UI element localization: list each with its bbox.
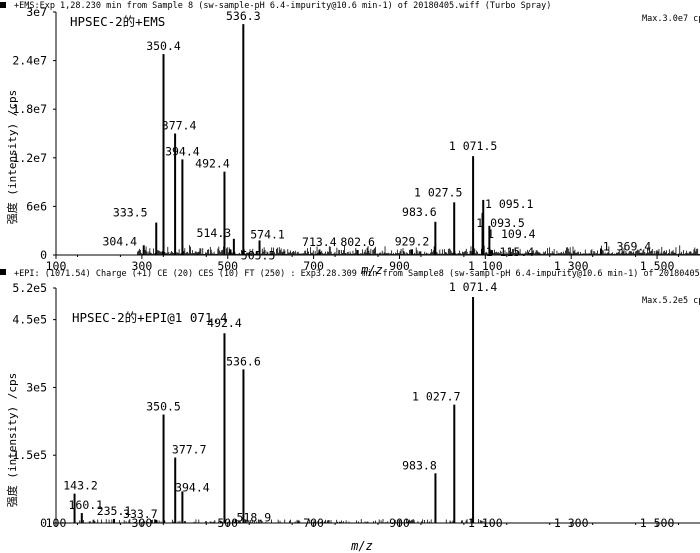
chart-title: HPSEC-2的+EMS bbox=[70, 14, 165, 29]
y-tick-label: 0 bbox=[40, 248, 47, 262]
x-tick-label: 1 300 bbox=[554, 516, 589, 530]
peak-label: 929.2 bbox=[395, 234, 430, 248]
x-axis-label: m/z bbox=[350, 539, 373, 553]
peak-label: 536.3 bbox=[226, 9, 261, 23]
panel-ems: +EMS:Exp 1,28.230 min from Sample 8 (sw-… bbox=[0, 1, 700, 277]
peak-label: 160.1 bbox=[68, 498, 103, 512]
panel-header: +EPI: (1071.54) Charge (+1) CE (20) CES … bbox=[14, 269, 700, 279]
y-tick-label: 1.5e5 bbox=[12, 448, 47, 462]
peak-label: 394.4 bbox=[175, 480, 210, 494]
peak-label: 377.4 bbox=[162, 119, 197, 133]
max-intensity-label: Max.5.2e5 cps bbox=[642, 296, 700, 306]
peak-label: 333.7 bbox=[123, 507, 158, 521]
x-tick-label: 100 bbox=[46, 516, 67, 530]
peak-label: 377.7 bbox=[172, 442, 207, 456]
peak-label: 536.6 bbox=[226, 354, 261, 368]
peak-label: 713.4 bbox=[302, 235, 337, 249]
peak-series bbox=[142, 24, 602, 255]
x-tick-label: 500 bbox=[217, 259, 238, 273]
x-tick-label: 500 bbox=[217, 516, 238, 530]
peak-label: 514.3 bbox=[197, 226, 232, 240]
peak-label: 1 095.1 bbox=[485, 197, 534, 211]
peak-label: 983.8 bbox=[402, 458, 437, 472]
x-tick-label: 1 500 bbox=[640, 516, 675, 530]
peak-label: 350.5 bbox=[146, 400, 181, 414]
peak-label: 1 071.4 bbox=[449, 280, 498, 294]
peak-label: 235.1 bbox=[97, 504, 132, 518]
panel-header: +EMS:Exp 1,28.230 min from Sample 8 (sw-… bbox=[14, 1, 551, 11]
y-tick-label: 2.4e7 bbox=[12, 54, 47, 68]
x-tick-label: 700 bbox=[303, 516, 324, 530]
peak-label: 1 109.4 bbox=[487, 227, 536, 241]
y-axis-label: 强度 (intensity) /cps bbox=[5, 90, 19, 225]
peak-label: 492.4 bbox=[207, 316, 242, 330]
peak-label: 394.4 bbox=[165, 144, 200, 158]
y-tick-label: 3e5 bbox=[26, 380, 47, 394]
y-tick-label: 0 bbox=[40, 516, 47, 530]
x-tick-label: 700 bbox=[303, 259, 324, 273]
peak-series bbox=[73, 297, 475, 523]
x-tick-label: 300 bbox=[131, 516, 152, 530]
y-tick-label: 4.5e5 bbox=[12, 313, 47, 327]
peak-label: 505.5 bbox=[241, 248, 276, 262]
y-tick-label: 6e6 bbox=[26, 199, 47, 213]
y-axis-label: 强度 (intensity) /cps bbox=[5, 373, 19, 508]
peak-label: 304.4 bbox=[102, 234, 137, 248]
y-tick-label: 1.2e7 bbox=[12, 151, 47, 165]
peak-label: 1 369.4 bbox=[603, 240, 652, 254]
chart-title: HPSEC-2的+EPI@1 071.4 bbox=[72, 310, 228, 325]
max-intensity-label: Max.3.0e7 cps bbox=[642, 14, 700, 24]
x-tick-label: 100 bbox=[46, 259, 67, 273]
baseline-noise bbox=[73, 519, 485, 523]
y-tick-label: 3e7 bbox=[26, 5, 47, 19]
panel-marker-icon bbox=[0, 269, 6, 275]
x-tick-label: 300 bbox=[131, 259, 152, 273]
peak-label: 350.4 bbox=[146, 39, 181, 53]
peak-label: 1 093.5 bbox=[476, 216, 524, 230]
peak-label: 143.2 bbox=[63, 479, 98, 493]
peak-label: 574.1 bbox=[250, 227, 285, 241]
x-axis-label: m/z bbox=[360, 263, 383, 277]
x-tick-label: 900 bbox=[389, 259, 410, 273]
panel-epi: +EPI: (1071.54) Charge (+1) CE (20) CES … bbox=[0, 269, 700, 553]
x-tick-label: 900 bbox=[389, 516, 410, 530]
peak-label: 1 027.5 bbox=[414, 185, 462, 199]
y-tick-label: 5.2e5 bbox=[12, 281, 47, 295]
peak-label: 518.9 bbox=[237, 510, 272, 524]
peak-label: 1 115.4 bbox=[486, 245, 535, 259]
x-tick-label: 1 100 bbox=[468, 259, 503, 273]
peak-label: 983.6 bbox=[402, 205, 437, 219]
y-tick-label: 1.8e7 bbox=[12, 102, 47, 116]
peak-label: 802.6 bbox=[340, 235, 375, 249]
x-tick-label: 1 300 bbox=[554, 259, 589, 273]
peak-label: 1 027.7 bbox=[412, 390, 461, 404]
panel-marker-icon bbox=[0, 2, 6, 8]
x-tick-label: 1 100 bbox=[468, 516, 503, 530]
axis-ticks: 100 300 500 700 900 1 100 1 300 1 500 0 1.5e5 3e5 4… bbox=[12, 281, 680, 530]
peak-label: 333.5 bbox=[113, 206, 148, 220]
x-tick-label: 1 500 bbox=[640, 259, 675, 273]
peak-label: 1 071.5 bbox=[449, 139, 497, 153]
axis-ticks: 100 300 500 700 900 1 100 1 300 1 500 0 6e6 1.2e7 1… bbox=[12, 5, 680, 273]
peak-label: 492.4 bbox=[195, 157, 230, 171]
